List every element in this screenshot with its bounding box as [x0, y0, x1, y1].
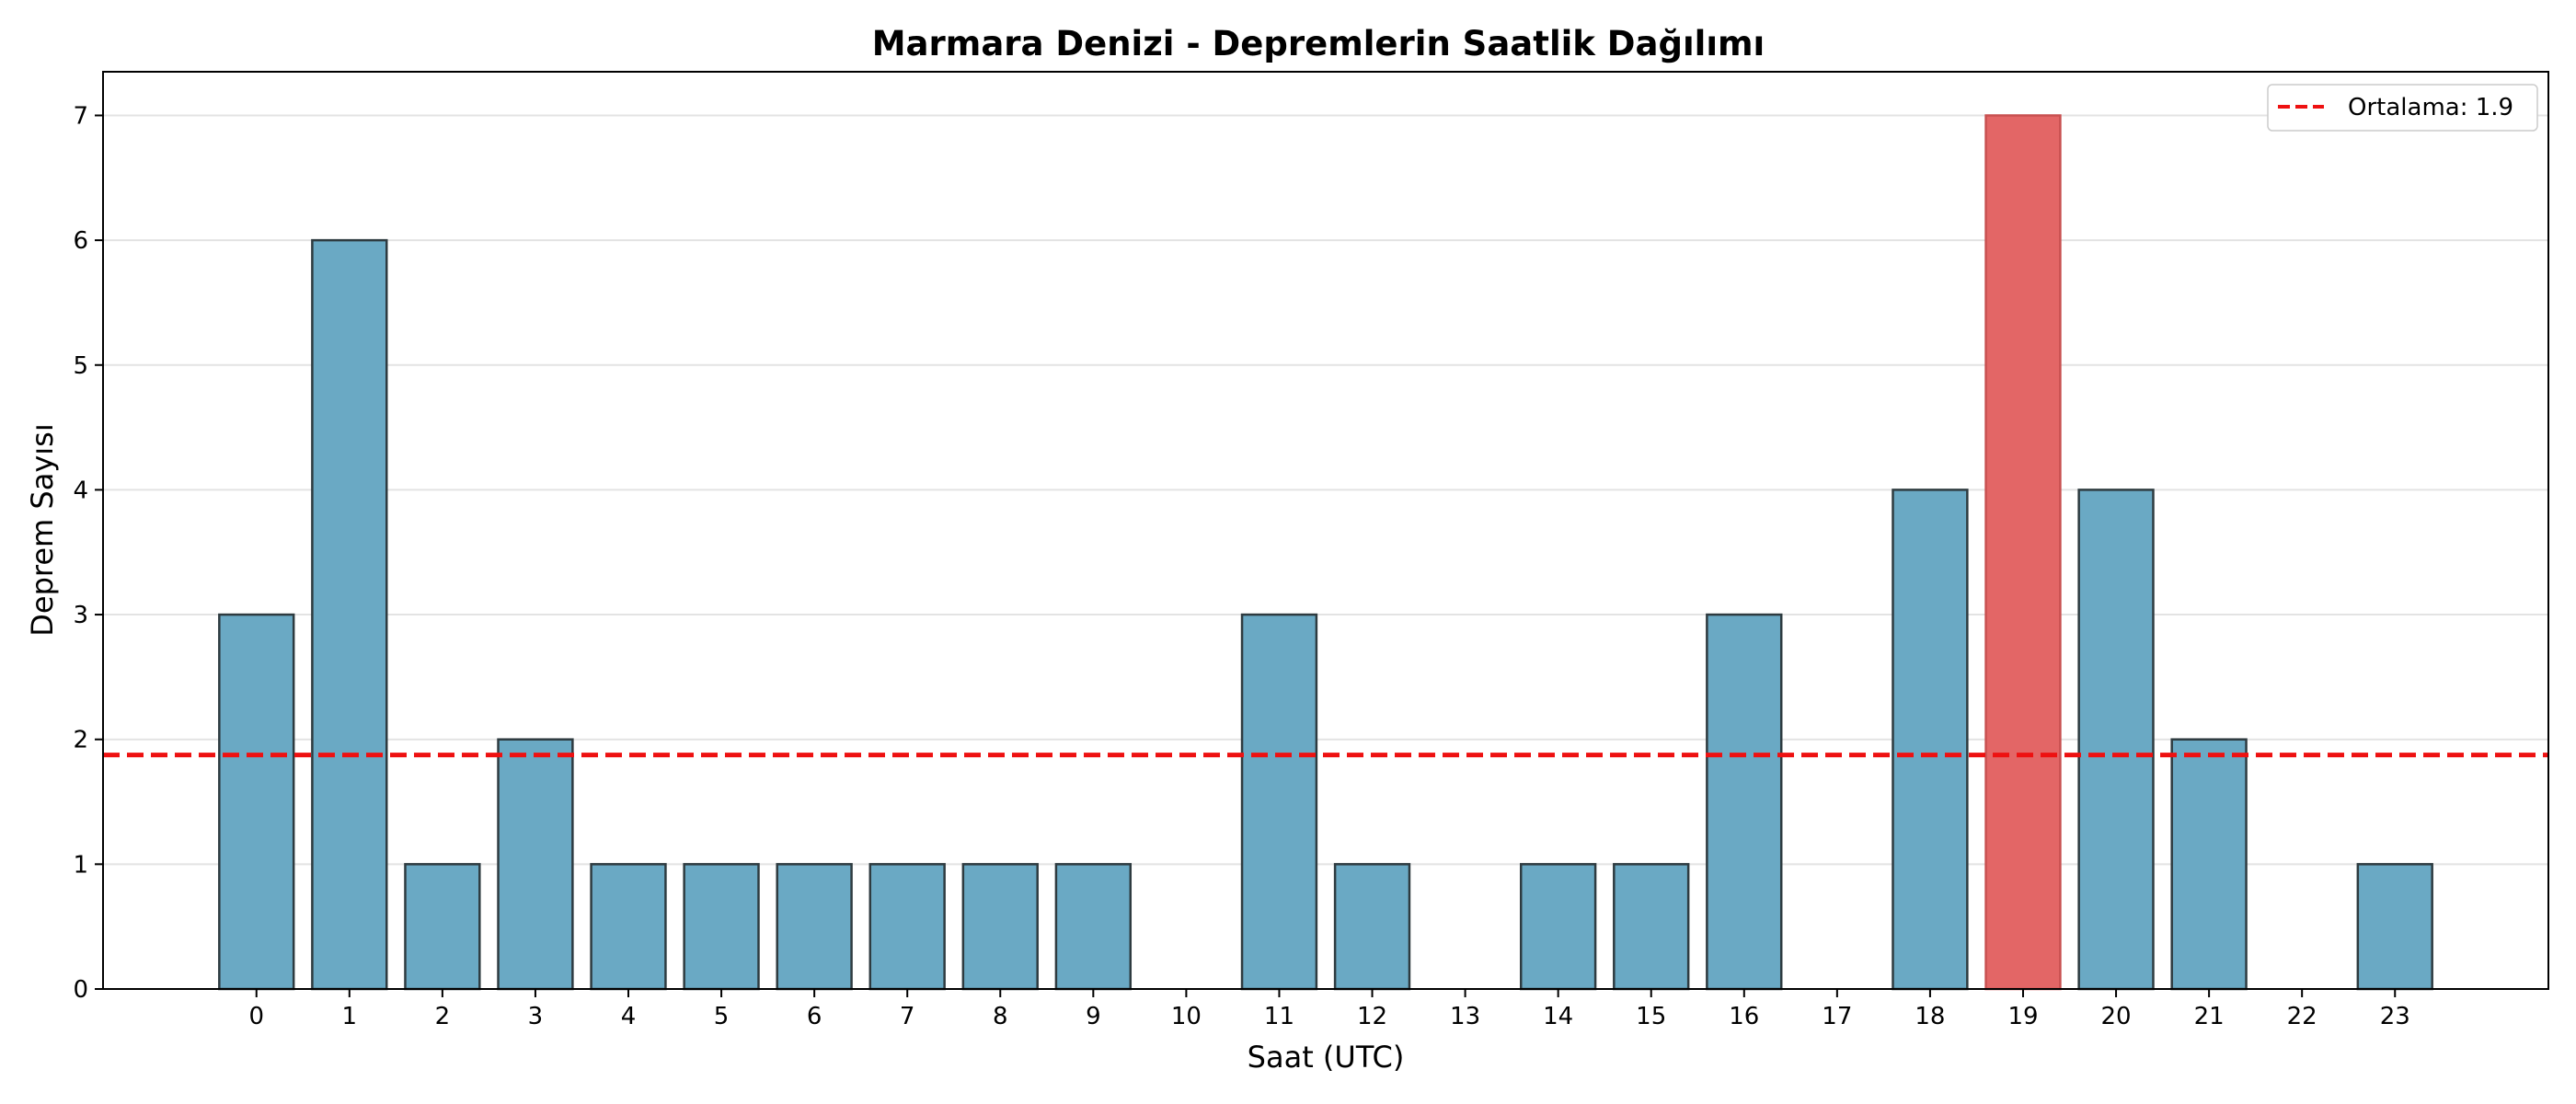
bar [1984, 114, 2062, 991]
x-tick-label: 20 [2101, 1003, 2132, 1030]
bars [218, 114, 2433, 991]
x-tick-label: 3 [528, 1003, 544, 1030]
y-tick-label: 1 [73, 851, 88, 879]
legend: Ortalama: 1.9 [2267, 84, 2538, 132]
bar [1240, 613, 1318, 991]
plot-frame [102, 71, 2549, 990]
x-tick-label: 22 [2287, 1003, 2317, 1030]
bar [776, 863, 853, 991]
y-tick-label: 5 [73, 352, 88, 380]
x-tick-label: 11 [1264, 1003, 1294, 1030]
x-tick-label: 10 [1171, 1003, 1202, 1030]
bar [218, 613, 295, 991]
bar [590, 863, 667, 991]
bar [2077, 489, 2155, 991]
x-tick-label: 7 [900, 1003, 915, 1030]
x-tick-label: 17 [1822, 1003, 1852, 1030]
x-tick-label: 15 [1636, 1003, 1666, 1030]
legend-box [2267, 84, 2538, 132]
x-tick-label: 9 [1086, 1003, 1101, 1030]
chart-title: Marmara Denizi - Depremlerin Saatlik Dağ… [872, 24, 1765, 63]
y-tick-label: 4 [73, 477, 88, 504]
bar [2356, 863, 2433, 991]
y-axis-ticks: 0 1 2 3 4 5 6 7 [73, 102, 103, 1004]
x-tick-label: 4 [621, 1003, 637, 1030]
y-tick-label: 3 [73, 602, 88, 629]
bar [1054, 863, 1133, 991]
x-tick-label: 5 [714, 1003, 730, 1030]
bar [961, 863, 1039, 991]
x-tick-label: 2 [435, 1003, 451, 1030]
x-tick-label: 1 [342, 1003, 358, 1030]
bar [497, 738, 574, 991]
bar [868, 863, 946, 991]
x-tick-label: 16 [1729, 1003, 1759, 1030]
x-tick-label: 0 [248, 1003, 264, 1030]
bar [1613, 863, 1690, 991]
y-tick-label: 0 [73, 976, 88, 1004]
x-axis-label: Saat (UTC) [1248, 1040, 1405, 1075]
x-tick-label: 6 [807, 1003, 822, 1030]
bar [1892, 489, 1969, 991]
x-tick-label: 18 [1915, 1003, 1945, 1030]
y-tick-label: 7 [73, 102, 88, 130]
bar [1706, 613, 1783, 991]
x-tick-label: 14 [1543, 1003, 1573, 1030]
x-tick-label: 23 [2380, 1003, 2410, 1030]
bar [683, 863, 760, 991]
x-tick-label: 19 [2007, 1003, 2038, 1030]
legend-entry-mean: Ortalama: 1.9 [2348, 94, 2513, 121]
bar [1333, 863, 1411, 991]
y-axis-label: Deprem Sayısı [25, 423, 60, 636]
bar [311, 238, 388, 991]
x-tick-label: 8 [993, 1003, 1008, 1030]
bar [1519, 863, 1597, 991]
bar [2170, 738, 2248, 991]
x-tick-label: 12 [1357, 1003, 1387, 1030]
y-tick-label: 6 [73, 227, 88, 255]
bar [404, 863, 481, 991]
x-tick-label: 13 [1450, 1003, 1480, 1030]
y-tick-label: 2 [73, 727, 88, 754]
x-axis-ticks: 0 1 2 3 4 5 6 7 8 9 10 11 12 13 14 15 16 17 18 19 20 21 22 23 [248, 989, 2410, 1030]
x-tick-label: 21 [2194, 1003, 2225, 1030]
